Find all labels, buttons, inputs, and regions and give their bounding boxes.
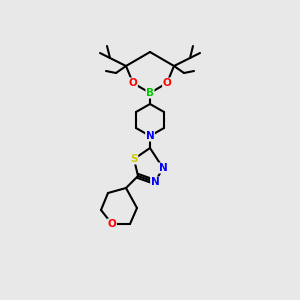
Text: O: O: [108, 219, 116, 229]
Text: S: S: [130, 154, 138, 164]
Text: O: O: [129, 78, 137, 88]
Text: N: N: [159, 163, 167, 173]
Text: N: N: [146, 131, 154, 141]
Text: B: B: [146, 88, 154, 98]
Text: N: N: [151, 177, 159, 187]
Text: O: O: [163, 78, 171, 88]
